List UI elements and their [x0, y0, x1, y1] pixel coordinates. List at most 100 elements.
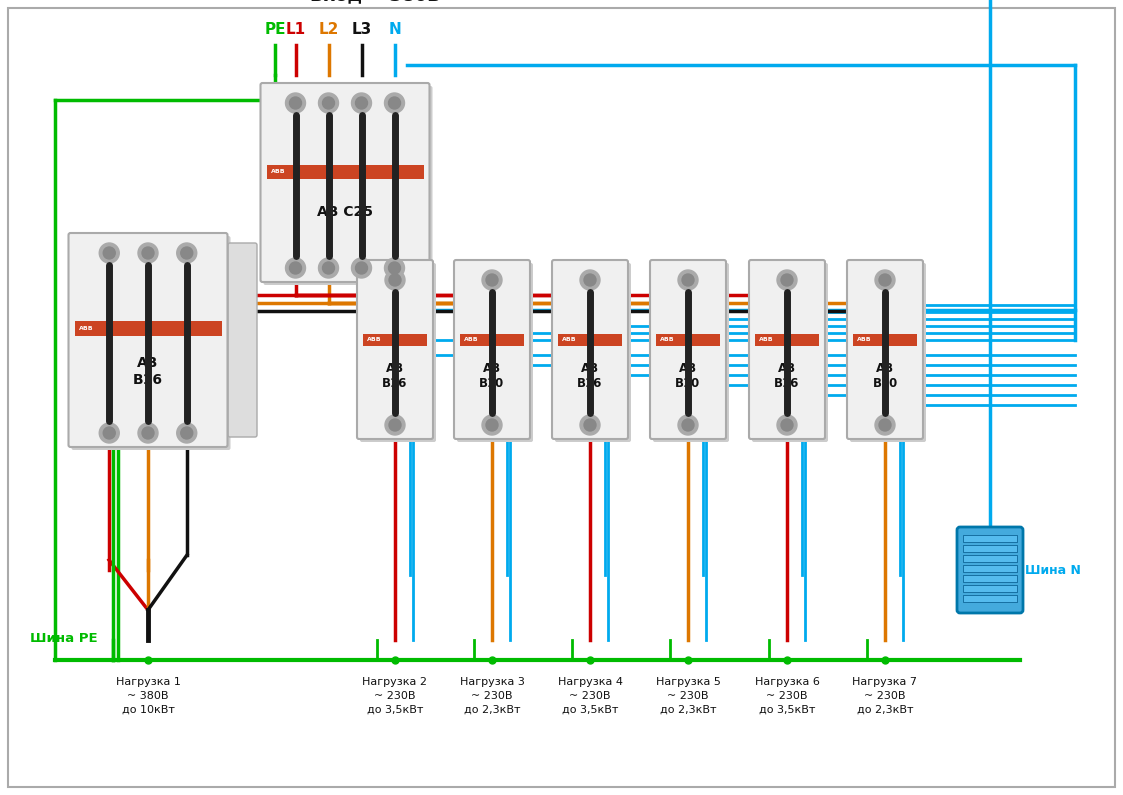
Circle shape [99, 423, 119, 443]
Circle shape [879, 419, 891, 431]
FancyBboxPatch shape [454, 260, 530, 439]
FancyBboxPatch shape [749, 260, 825, 439]
FancyBboxPatch shape [69, 233, 228, 447]
Text: ABB: ABB [759, 337, 774, 343]
FancyBboxPatch shape [228, 243, 257, 437]
Circle shape [875, 270, 895, 290]
FancyBboxPatch shape [261, 83, 429, 282]
Circle shape [351, 93, 372, 113]
Text: Нагрузка 7
~ 230В
до 2,3кВт: Нагрузка 7 ~ 230В до 2,3кВт [852, 677, 917, 715]
Text: Шина PE: Шина PE [30, 632, 98, 645]
FancyBboxPatch shape [964, 565, 1017, 572]
Circle shape [385, 270, 405, 290]
Circle shape [181, 427, 193, 439]
Circle shape [486, 274, 497, 286]
Text: Шина N: Шина N [1025, 564, 1080, 576]
Text: АВ
В16: АВ В16 [382, 362, 408, 390]
Text: ABB: ABB [464, 337, 478, 343]
Circle shape [141, 427, 154, 439]
Circle shape [384, 258, 404, 278]
FancyBboxPatch shape [752, 263, 828, 442]
Text: ABB: ABB [660, 337, 675, 343]
FancyBboxPatch shape [264, 86, 432, 285]
FancyBboxPatch shape [363, 334, 427, 346]
Circle shape [285, 258, 305, 278]
FancyBboxPatch shape [755, 334, 819, 346]
Circle shape [682, 419, 694, 431]
FancyBboxPatch shape [964, 535, 1017, 542]
Circle shape [384, 93, 404, 113]
FancyBboxPatch shape [853, 334, 917, 346]
FancyBboxPatch shape [266, 165, 423, 179]
Circle shape [777, 270, 797, 290]
FancyBboxPatch shape [460, 334, 524, 346]
FancyBboxPatch shape [553, 260, 628, 439]
Text: АВ
В10: АВ В10 [675, 362, 701, 390]
FancyBboxPatch shape [964, 595, 1017, 602]
Circle shape [285, 93, 305, 113]
Circle shape [777, 415, 797, 435]
FancyBboxPatch shape [555, 263, 631, 442]
Circle shape [879, 274, 891, 286]
Circle shape [103, 427, 116, 439]
Text: Нагрузка 5
~ 230В
до 2,3кВт: Нагрузка 5 ~ 230В до 2,3кВт [656, 677, 721, 715]
Text: АВ
В16: АВ В16 [133, 356, 163, 386]
Circle shape [389, 97, 401, 109]
Text: Нагрузка 6
~ 230В
до 3,5кВт: Нагрузка 6 ~ 230В до 3,5кВт [755, 677, 820, 715]
Circle shape [99, 243, 119, 263]
Text: АВ С25: АВ С25 [317, 205, 373, 219]
Circle shape [356, 262, 367, 274]
Text: АВ
В10: АВ В10 [480, 362, 504, 390]
Circle shape [486, 419, 497, 431]
FancyBboxPatch shape [957, 527, 1023, 613]
Text: Нагрузка 4
~ 230В
до 3,5кВт: Нагрузка 4 ~ 230В до 3,5кВт [557, 677, 622, 715]
Circle shape [356, 97, 367, 109]
Text: Вход ~ 380В: Вход ~ 380В [310, 0, 440, 4]
Circle shape [138, 243, 158, 263]
Circle shape [322, 262, 335, 274]
Circle shape [875, 415, 895, 435]
Text: АВ
В16: АВ В16 [577, 362, 603, 390]
FancyBboxPatch shape [74, 321, 221, 335]
FancyBboxPatch shape [850, 263, 926, 442]
Circle shape [678, 415, 699, 435]
Circle shape [482, 415, 502, 435]
Circle shape [351, 258, 372, 278]
Text: ABB: ABB [562, 337, 576, 343]
Circle shape [389, 419, 401, 431]
FancyBboxPatch shape [360, 263, 436, 442]
Text: ABB: ABB [367, 337, 382, 343]
Text: АВ
В10: АВ В10 [873, 362, 897, 390]
Text: Нагрузка 2
~ 230В
до 3,5кВт: Нагрузка 2 ~ 230В до 3,5кВт [363, 677, 428, 715]
Circle shape [584, 274, 596, 286]
FancyBboxPatch shape [457, 263, 533, 442]
FancyBboxPatch shape [558, 334, 622, 346]
FancyBboxPatch shape [964, 545, 1017, 552]
Circle shape [141, 247, 154, 259]
Text: L3: L3 [351, 22, 372, 37]
Circle shape [678, 270, 699, 290]
Circle shape [389, 274, 401, 286]
Text: Нагрузка 3
~ 230В
до 2,3кВт: Нагрузка 3 ~ 230В до 2,3кВт [459, 677, 524, 715]
Text: ABB: ABB [79, 326, 93, 331]
Text: ABB: ABB [857, 337, 871, 343]
FancyBboxPatch shape [650, 260, 725, 439]
Circle shape [176, 423, 197, 443]
Circle shape [322, 97, 335, 109]
FancyBboxPatch shape [357, 260, 433, 439]
Circle shape [389, 262, 401, 274]
FancyBboxPatch shape [847, 260, 923, 439]
Circle shape [290, 262, 301, 274]
Circle shape [290, 97, 301, 109]
Circle shape [319, 258, 338, 278]
Circle shape [780, 274, 793, 286]
Circle shape [584, 419, 596, 431]
Circle shape [682, 274, 694, 286]
Circle shape [482, 270, 502, 290]
Circle shape [780, 419, 793, 431]
Circle shape [579, 415, 600, 435]
Text: ABB: ABB [271, 169, 285, 174]
FancyBboxPatch shape [72, 236, 230, 450]
Circle shape [579, 270, 600, 290]
FancyBboxPatch shape [964, 585, 1017, 592]
